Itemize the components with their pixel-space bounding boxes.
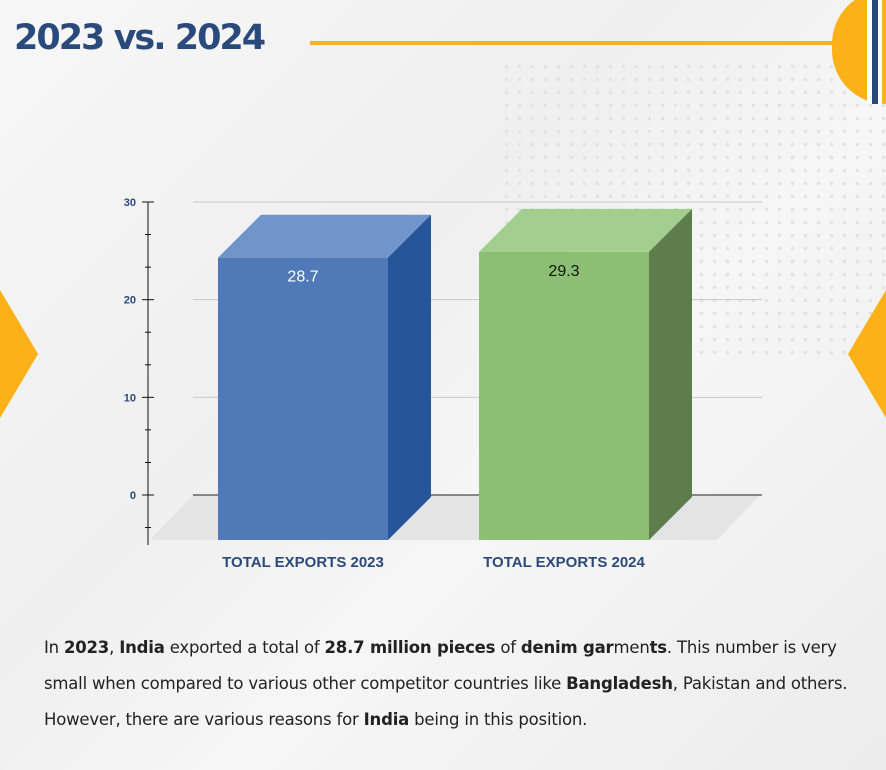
data-label: 28.7 bbox=[287, 269, 318, 286]
paragraph-segment: 28.7 million pieces bbox=[324, 638, 496, 657]
bar-side bbox=[649, 208, 692, 540]
y-tick-label: 10 bbox=[124, 392, 136, 404]
category-label: TOTAL EXPORTS 2023 bbox=[222, 554, 384, 571]
paragraph-segment: being in this position. bbox=[409, 710, 588, 729]
category-label: TOTAL EXPORTS 2024 bbox=[483, 554, 645, 571]
paragraph-segment: exported a total of bbox=[164, 638, 325, 657]
decor-stripe bbox=[867, 0, 873, 104]
paragraph-segment: ts bbox=[649, 638, 668, 657]
paragraph-segment: India bbox=[363, 710, 410, 729]
paragraph-segment: , bbox=[109, 638, 120, 657]
paragraph-segment: men bbox=[613, 638, 650, 657]
y-tick-label: 30 bbox=[124, 197, 136, 209]
y-tick-label: 20 bbox=[124, 295, 136, 307]
paragraph-segment: , Pakistan and others. However, there ar… bbox=[44, 674, 848, 729]
title-underline bbox=[310, 41, 850, 45]
bar-top bbox=[479, 208, 692, 252]
bar-front bbox=[218, 257, 388, 540]
paragraph-segment: Bangladesh bbox=[566, 674, 673, 693]
y-tick-label: 0 bbox=[130, 490, 136, 502]
left-triangle-decor bbox=[0, 290, 38, 418]
bar-top bbox=[218, 214, 431, 258]
paragraph-segment: of bbox=[495, 638, 521, 657]
paragraph-segment: . This number is very small when compare… bbox=[44, 638, 837, 693]
paragraph-segment: India bbox=[119, 638, 165, 657]
bar-chart: 0 10 20 30 28.7 TOTAL EXPORTS 2023 29.3 TOTAL E… bbox=[124, 197, 762, 571]
bar-front bbox=[479, 251, 649, 540]
bar-side bbox=[388, 214, 431, 541]
page-title: 2023 vs. 2024 bbox=[14, 18, 266, 58]
decor-stripe bbox=[878, 0, 882, 104]
data-label: 29.3 bbox=[548, 263, 579, 280]
right-triangle-decor bbox=[848, 290, 886, 418]
paragraph-segment: 2023 bbox=[63, 638, 110, 657]
description-paragraph: In 2023, India exported a total of 28.7 … bbox=[44, 630, 854, 738]
paragraph-segment: denim gar bbox=[520, 638, 614, 657]
decor-stripe bbox=[872, 0, 878, 104]
paragraph-segment: In bbox=[44, 638, 64, 657]
